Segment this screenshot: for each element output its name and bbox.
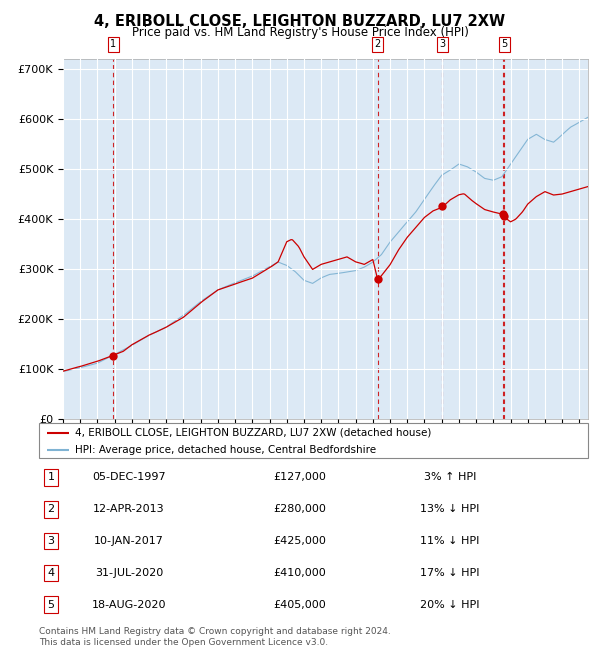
- Text: 3% ↑ HPI: 3% ↑ HPI: [424, 473, 476, 482]
- Text: 05-DEC-1997: 05-DEC-1997: [92, 473, 166, 482]
- Text: Price paid vs. HM Land Registry's House Price Index (HPI): Price paid vs. HM Land Registry's House …: [131, 26, 469, 39]
- Text: 12-APR-2013: 12-APR-2013: [93, 504, 165, 514]
- Text: £280,000: £280,000: [274, 504, 326, 514]
- Text: £425,000: £425,000: [274, 536, 326, 546]
- Text: 4, ERIBOLL CLOSE, LEIGHTON BUZZARD, LU7 2XW: 4, ERIBOLL CLOSE, LEIGHTON BUZZARD, LU7 …: [94, 14, 506, 29]
- Text: 3: 3: [439, 39, 445, 49]
- Text: 1: 1: [110, 39, 116, 49]
- Text: 1: 1: [47, 473, 55, 482]
- Text: 10-JAN-2017: 10-JAN-2017: [94, 536, 164, 546]
- Text: 17% ↓ HPI: 17% ↓ HPI: [420, 568, 480, 578]
- Text: 2: 2: [374, 39, 381, 49]
- Text: HPI: Average price, detached house, Central Bedfordshire: HPI: Average price, detached house, Cent…: [74, 445, 376, 456]
- Text: 13% ↓ HPI: 13% ↓ HPI: [421, 504, 479, 514]
- Text: 4: 4: [47, 568, 55, 578]
- Text: 5: 5: [501, 39, 507, 49]
- Text: £405,000: £405,000: [274, 600, 326, 610]
- FancyBboxPatch shape: [39, 422, 588, 458]
- Text: £410,000: £410,000: [274, 568, 326, 578]
- Text: 4, ERIBOLL CLOSE, LEIGHTON BUZZARD, LU7 2XW (detached house): 4, ERIBOLL CLOSE, LEIGHTON BUZZARD, LU7 …: [74, 428, 431, 437]
- Text: 5: 5: [47, 600, 55, 610]
- Text: 2: 2: [47, 504, 55, 514]
- Text: £127,000: £127,000: [274, 473, 326, 482]
- Text: 20% ↓ HPI: 20% ↓ HPI: [420, 600, 480, 610]
- Text: 3: 3: [47, 536, 55, 546]
- Text: 11% ↓ HPI: 11% ↓ HPI: [421, 536, 479, 546]
- Text: 18-AUG-2020: 18-AUG-2020: [92, 600, 166, 610]
- Text: 31-JUL-2020: 31-JUL-2020: [95, 568, 163, 578]
- Text: Contains HM Land Registry data © Crown copyright and database right 2024.
This d: Contains HM Land Registry data © Crown c…: [39, 627, 391, 647]
